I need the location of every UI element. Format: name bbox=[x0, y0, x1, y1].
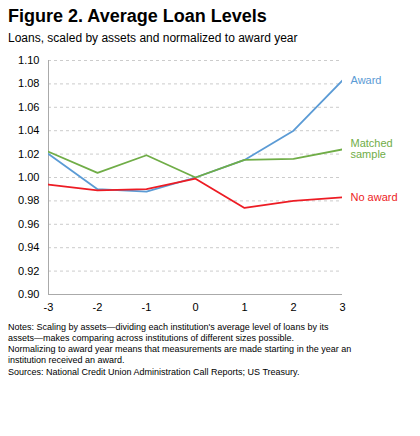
svg-text:1: 1 bbox=[241, 301, 247, 313]
svg-text:3: 3 bbox=[339, 301, 345, 313]
svg-text:0.92: 0.92 bbox=[18, 264, 39, 276]
svg-text:Award: Award bbox=[351, 74, 382, 86]
html-text:Notes: Scaling by assets—divid: Notes: Scaling by assets—dividing each i… bbox=[8, 321, 352, 377]
svg-text:1.08: 1.08 bbox=[18, 77, 39, 89]
svg-text:1.04: 1.04 bbox=[18, 124, 39, 136]
svg-text:0.90: 0.90 bbox=[18, 288, 39, 300]
svg-text:Matchedsample: Matchedsample bbox=[351, 137, 393, 160]
svg-text:-1: -1 bbox=[142, 301, 152, 313]
svg-text:0: 0 bbox=[192, 301, 198, 313]
svg-text:1.00: 1.00 bbox=[18, 171, 39, 183]
svg-text:-3: -3 bbox=[44, 301, 54, 313]
svg-text:1.10: 1.10 bbox=[18, 54, 39, 66]
svg-text:0.96: 0.96 bbox=[18, 217, 39, 229]
svg-text:2: 2 bbox=[290, 301, 296, 313]
svg-text:1.06: 1.06 bbox=[18, 100, 39, 112]
html-text:Loans, scaled by assets and no: Loans, scaled by assets and normalized t… bbox=[8, 30, 298, 45]
svg-text:-2: -2 bbox=[93, 301, 103, 313]
svg-text:1.02: 1.02 bbox=[18, 147, 39, 159]
html-text:Figure 2. Average Loan Levels: Figure 2. Average Loan Levels bbox=[8, 6, 267, 26]
svg-text:0.98: 0.98 bbox=[18, 194, 39, 206]
svg-text:0.94: 0.94 bbox=[18, 241, 39, 253]
svg-text:No award: No award bbox=[351, 191, 398, 203]
